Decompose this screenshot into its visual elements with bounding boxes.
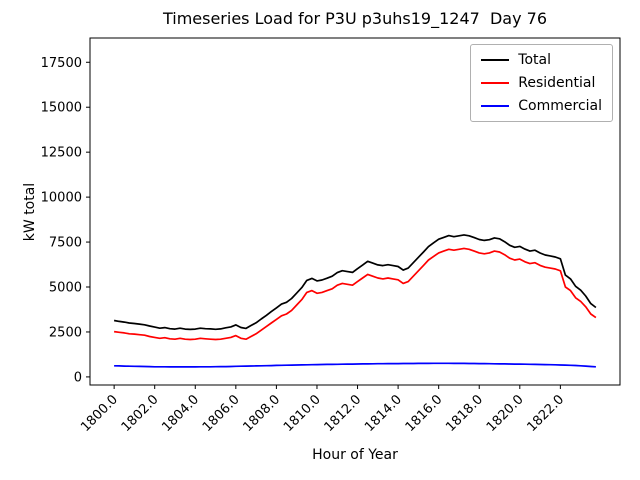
y-tick-label: 17500 (41, 56, 82, 71)
chart-legend: Total Residential Commercial (470, 44, 613, 122)
y-axis-label: kW total (22, 182, 38, 242)
legend-label: Residential (518, 75, 596, 91)
x-tick-label: 1822.0 (524, 392, 567, 435)
x-tick-label: 1804.0 (159, 392, 202, 435)
legend-entry-total: Total (481, 52, 602, 68)
x-tick-label: 1810.0 (281, 392, 324, 435)
x-tick-label: 1820.0 (484, 392, 527, 435)
series-line-residential (113, 247, 597, 341)
series-line-commercial (114, 362, 596, 368)
legend-entry-commercial: Commercial (481, 98, 602, 114)
legend-entry-residential: Residential (481, 75, 602, 91)
y-tick-label: 15000 (41, 101, 82, 116)
x-tick-label: 1800.0 (78, 392, 121, 435)
legend-line-swatch (481, 59, 510, 61)
y-tick-label: 0 (74, 370, 82, 385)
y-tick-label: 12500 (41, 146, 82, 161)
legend-label: Total (518, 52, 551, 68)
legend-line-swatch (481, 82, 510, 84)
x-tick-label: 1814.0 (362, 392, 405, 435)
y-tick-label: 10000 (41, 191, 82, 206)
x-tick-label: 1802.0 (119, 392, 162, 435)
series-line-total (113, 234, 597, 331)
x-tick-label: 1812.0 (322, 392, 365, 435)
x-tick-label: 1808.0 (240, 392, 283, 435)
x-tick-label: 1816.0 (403, 392, 446, 435)
legend-line-swatch (481, 105, 510, 107)
chart-title: Timeseries Load for P3U p3uhs19_1247 Day… (162, 9, 548, 28)
x-axis-label: Hour of Year (312, 447, 398, 463)
y-tick-label: 7500 (49, 236, 82, 251)
legend-label: Commercial (518, 98, 602, 114)
x-tick-label: 1818.0 (443, 392, 486, 435)
y-tick-label: 5000 (49, 281, 82, 296)
x-tick-label: 1806.0 (200, 392, 243, 435)
y-tick-label: 2500 (49, 325, 82, 340)
